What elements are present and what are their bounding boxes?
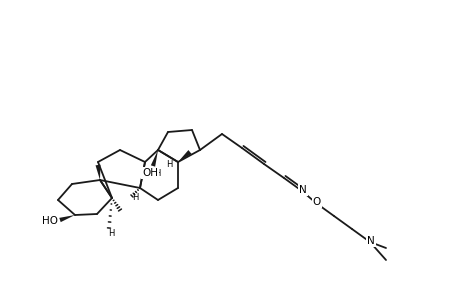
- Text: N: N: [366, 236, 374, 246]
- Polygon shape: [59, 215, 75, 222]
- Text: OH: OH: [142, 168, 157, 178]
- Text: H: H: [132, 194, 138, 202]
- Text: H: H: [107, 229, 114, 238]
- Text: O: O: [312, 197, 320, 207]
- Text: N: N: [298, 185, 306, 195]
- Text: HO: HO: [42, 216, 58, 226]
- Text: H: H: [153, 169, 160, 178]
- Polygon shape: [151, 150, 157, 167]
- Text: H: H: [165, 160, 172, 169]
- Polygon shape: [178, 150, 191, 162]
- Polygon shape: [95, 165, 100, 180]
